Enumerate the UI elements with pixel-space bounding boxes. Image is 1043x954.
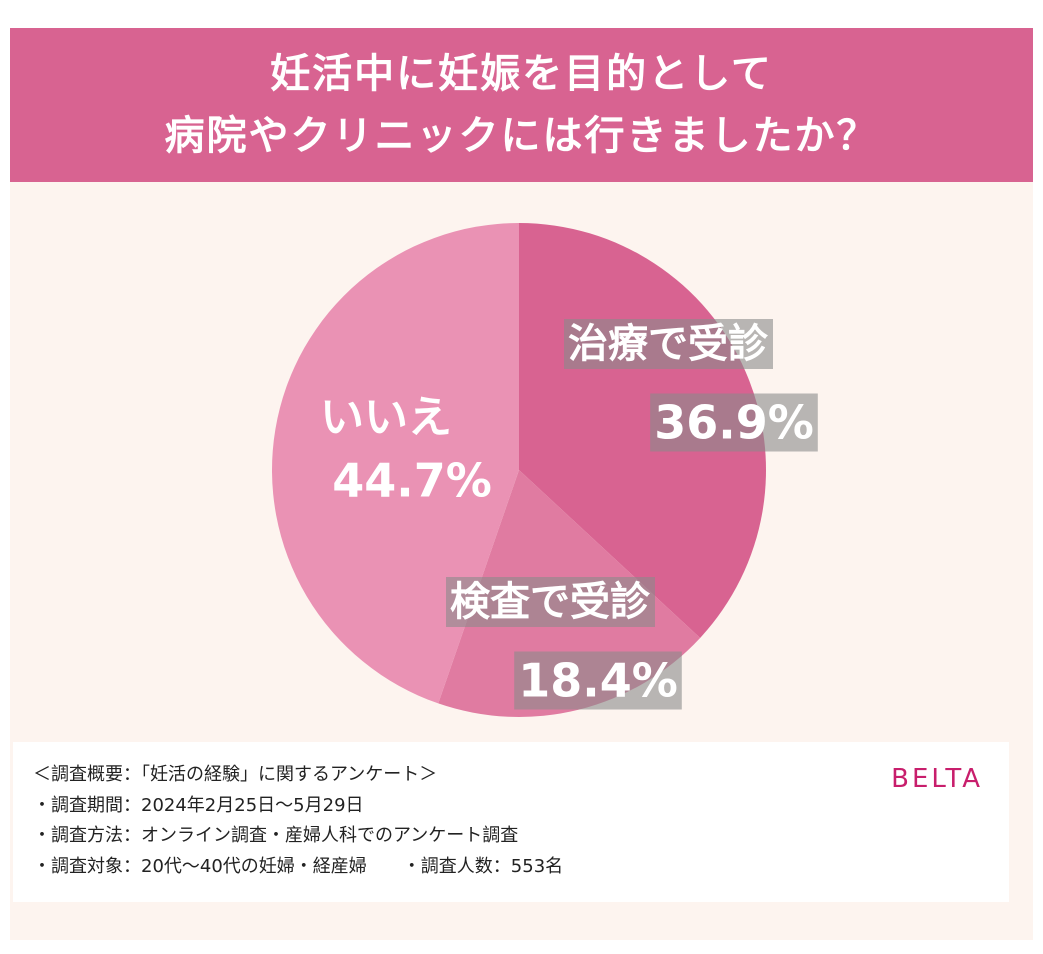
slice-value-label: 44.7% xyxy=(332,454,492,508)
label-background xyxy=(446,577,655,627)
slice-name-label: いいえ xyxy=(320,392,452,443)
slice-label-group: 治療で受診 36.9% xyxy=(564,319,818,452)
survey-info-lines: ＜調査概要：「妊活の経験」に関するアンケート＞ ・調査期間：2024年2月25日… xyxy=(33,760,563,882)
survey-line: ・調査対象：20代〜40代の妊婦・経産婦 ・調査人数：553名 xyxy=(33,855,564,877)
slice-label-group: いいえ 44.7% xyxy=(320,392,492,508)
slice-name-label: 検査で受診 xyxy=(450,579,651,625)
slice-name-label: 治療で受診 xyxy=(568,321,769,367)
slice-label-group: 検査で受診 18.4% xyxy=(446,577,682,710)
survey-line: ・調査期間：2024年2月25日〜5月29日 xyxy=(33,794,364,816)
label-background xyxy=(514,651,682,710)
slice-value-label: 18.4% xyxy=(518,654,678,708)
title-line-2: 病院やクリニックには行きましたか？ xyxy=(164,113,879,159)
label-background xyxy=(650,393,818,452)
label-background xyxy=(564,319,773,369)
brand-logo: BELTA xyxy=(891,764,983,794)
pie-labels: 治療で受診 36.9% 検査で受診 18.4% いいえ 44.7% xyxy=(320,319,818,710)
slice-value-label: 36.9% xyxy=(654,396,814,450)
title-band: 妊活中に妊娠を目的として 病院やクリニックには行きましたか？ xyxy=(10,28,1033,182)
survey-info-panel: ＜調査概要：「妊活の経験」に関するアンケート＞ ・調査期間：2024年2月25日… xyxy=(13,742,1009,902)
survey-line: ・調査方法：オンライン調査・産婦人科でのアンケート調査 xyxy=(33,825,519,846)
title-line-1: 妊活中に妊娠を目的として xyxy=(270,51,773,97)
survey-line: ＜調査概要：「妊活の経験」に関するアンケート＞ xyxy=(33,764,438,785)
